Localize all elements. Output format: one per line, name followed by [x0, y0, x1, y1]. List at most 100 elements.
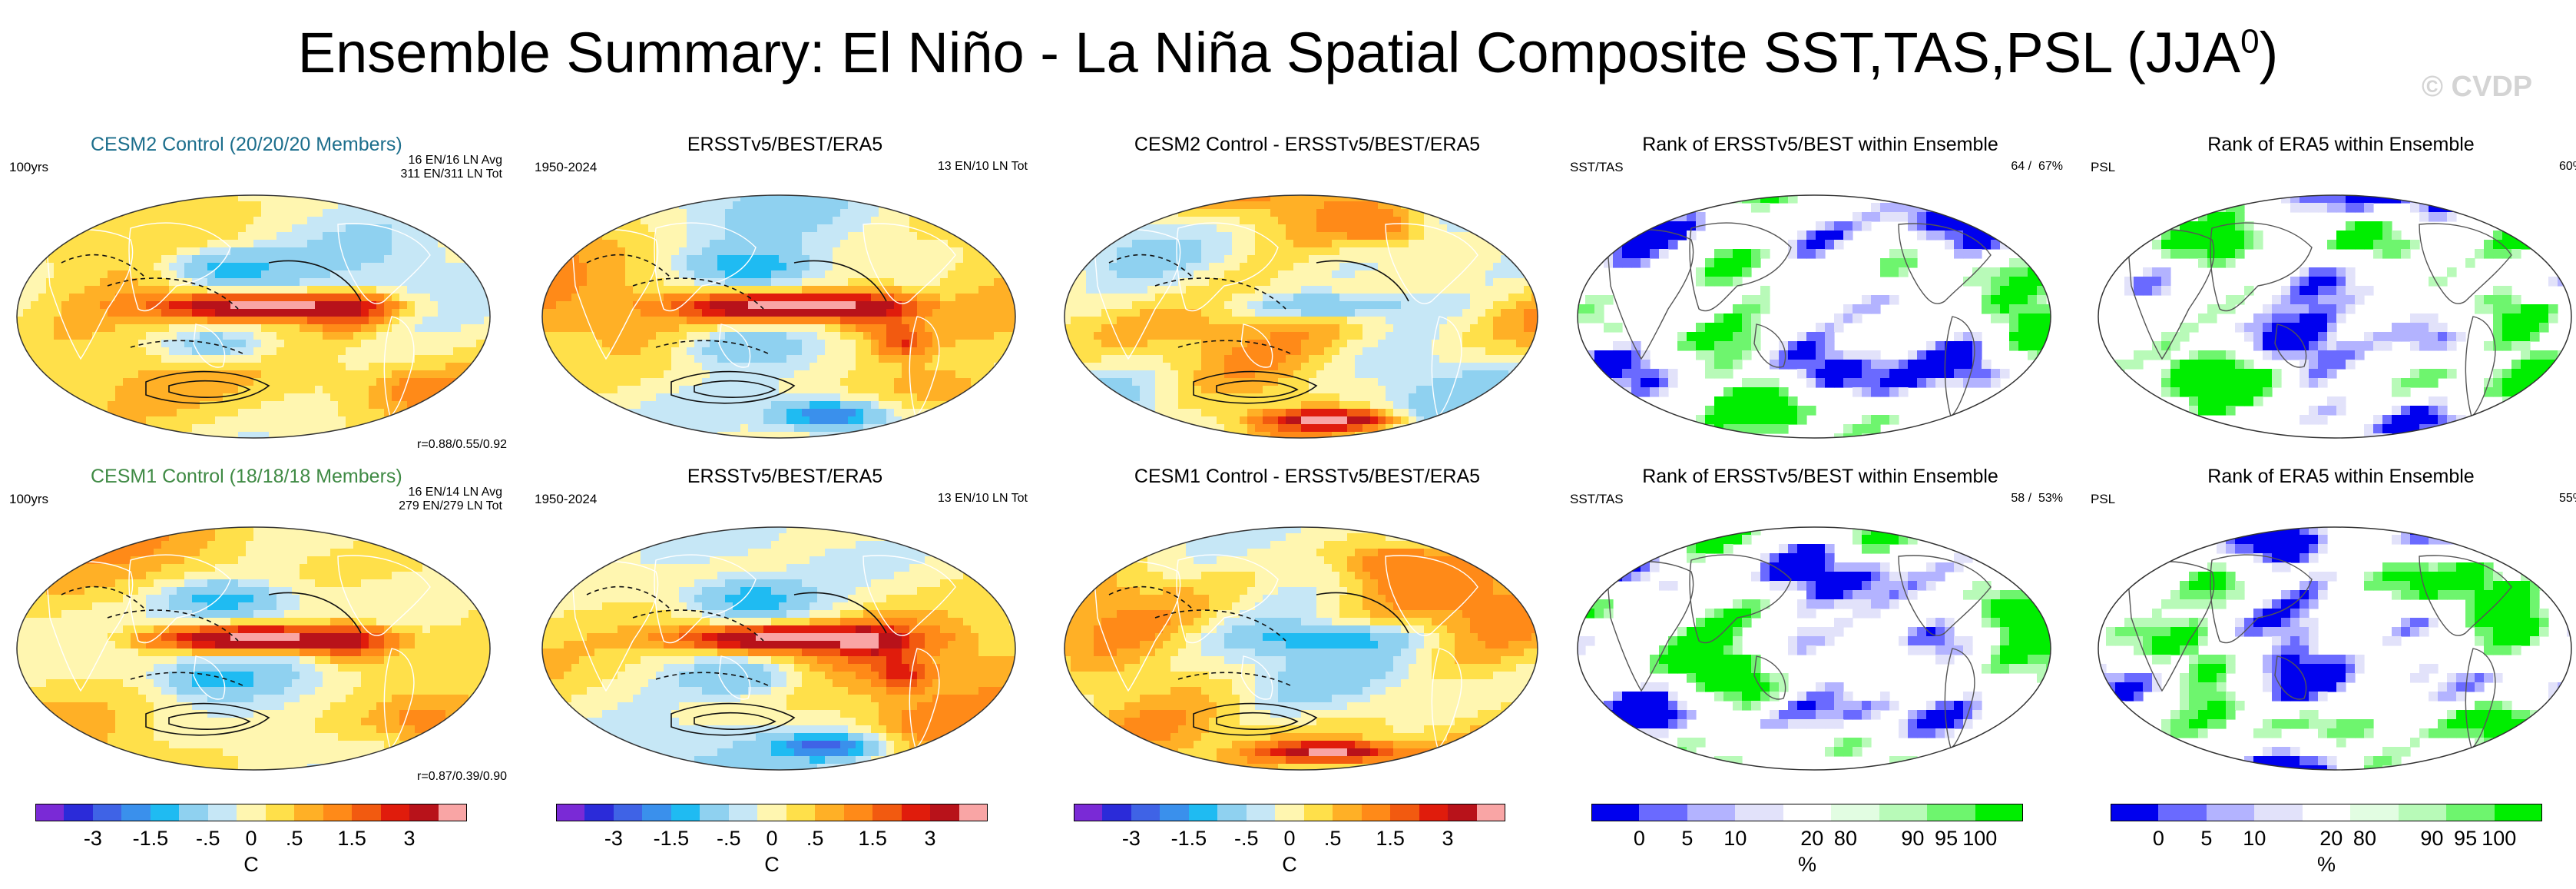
colorbar-tick-label: 20 [1800, 827, 1824, 850]
colorbar-swatch [179, 804, 209, 821]
psl-contour [107, 609, 239, 642]
colorbar-tick-label: -3 [1121, 827, 1141, 850]
panel-title: Rank of ERSSTv5/BEST within Ensemble [1642, 466, 1998, 487]
colorbar-tick-label: 5 [1681, 827, 1694, 850]
continent-outline [1994, 215, 2035, 241]
continent-outline [2515, 215, 2555, 241]
colorbar-tick-label: 90 [1901, 827, 1925, 850]
colorbar-frame [556, 804, 988, 821]
panel-title: CESM2 Control (20/20/20 Members) [91, 134, 402, 155]
psl-contour [1177, 340, 1294, 356]
colorbar-unit: % [1797, 853, 1817, 876]
colorbar-swatch [150, 804, 180, 821]
colorbar-swatch [409, 804, 439, 821]
continent-outline [2127, 229, 2215, 360]
continent-outline [1385, 223, 1478, 304]
colorbar-tick-label: 1.5 [858, 827, 887, 850]
rank-colorbar-sst: 0 5 10 20 80 90 95 100% [1591, 804, 2024, 881]
colorbar-swatch [1160, 804, 1190, 821]
colorbar-swatch [2302, 804, 2351, 821]
colorbar-swatch [2254, 804, 2303, 821]
colorbar-swatch [1390, 804, 1420, 821]
colorbar-swatch [1188, 804, 1218, 821]
continent-outline [1944, 648, 1975, 750]
continent-outline [433, 215, 474, 241]
continent-outline [193, 655, 226, 700]
colorbar-tick-label: 80 [2353, 827, 2376, 850]
continent-outline [718, 655, 751, 700]
continent-outline [959, 215, 999, 241]
panel-title: CESM1 Control - ERSSTv5/BEST/ERA5 [1134, 466, 1481, 487]
psl-contour [1193, 370, 1318, 404]
colorbar-tick-label: 0 [1283, 827, 1296, 850]
psl-contour [1316, 260, 1409, 302]
map-border [1577, 526, 2051, 771]
psl-contour [586, 254, 672, 279]
map-border [2098, 194, 2572, 439]
panel-left-note: SST/TAS [1570, 160, 1624, 174]
continent-outline [1898, 223, 1992, 304]
panel-left-note: 100yrs [9, 160, 49, 174]
colorbar-unit: C [1282, 853, 1297, 876]
colorbar-tick-label: .5 [806, 827, 824, 850]
colorbar-swatch [930, 804, 960, 821]
continent-outline [1093, 229, 1181, 360]
continent-outline [337, 223, 431, 304]
colorbar-swatch [237, 804, 267, 821]
continent-outline [2127, 561, 2215, 692]
continent-outline [1385, 555, 1478, 636]
colorbar-swatch [1975, 804, 2024, 821]
continent-outline [1093, 561, 1181, 692]
pattern-correlation: r=0.87/0.39/0.90 [417, 770, 507, 783]
panel-title: CESM2 Control - ERSSTv5/BEST/ERA5 [1134, 134, 1481, 155]
psl-contour [268, 592, 362, 634]
colorbar-swatch [757, 804, 787, 821]
psl-contour [694, 380, 776, 398]
colorbar-tick-label: .5 [285, 827, 303, 850]
colorbar-swatch [584, 804, 614, 821]
continent-outline [2465, 648, 2496, 750]
continent-outline [2274, 655, 2307, 700]
rank-map [1577, 194, 2051, 439]
model-composite-panel: CESM1 Control (18/18/18 Members) 100yrs 16… [6, 464, 513, 787]
colorbar-tick-label: 3 [924, 827, 936, 850]
continent-outline [433, 547, 474, 573]
psl-contour [670, 370, 796, 404]
rank-map [1577, 526, 2051, 771]
psl-contour [1108, 585, 1194, 611]
colorbar-swatch [92, 804, 122, 821]
colorbar-tick-label: 10 [1723, 827, 1747, 850]
composite-count-note: 16 EN/14 LN Avg 279 EN/279 LN Tot [399, 486, 502, 513]
colorbar-tick-label: 1.5 [337, 827, 366, 850]
colorbar-tick-label: 20 [2319, 827, 2343, 850]
colorbar-swatch [438, 804, 468, 821]
colorbar-swatch [207, 804, 237, 821]
continent-outline [1481, 547, 1521, 573]
colorbar-swatch [2494, 804, 2543, 821]
continent-outline [2274, 323, 2307, 368]
psl-contour [586, 585, 672, 611]
colorbar-tick-label: 3 [1442, 827, 1454, 850]
panel-right-note: 64 / 67% [2011, 160, 2063, 173]
continent-outline [1994, 547, 2035, 573]
continent-outline [1240, 655, 1273, 700]
colorbar-tick-label: .5 [1323, 827, 1342, 850]
continent-outline [2419, 223, 2512, 304]
continent-outline [2465, 316, 2496, 418]
colorbar-frame [2111, 804, 2542, 821]
colorbar-swatch [815, 804, 845, 821]
colorbar-tick-label: -.5 [717, 827, 741, 850]
continent-outline [1240, 323, 1273, 368]
continent-outline [654, 554, 757, 644]
colorbar-unit: % [2316, 853, 2336, 876]
colorbar-swatch [1246, 804, 1276, 821]
panel-title: ERSSTv5/BEST/ERA5 [687, 134, 883, 155]
panel-right-note: 58 / 53% [2011, 492, 2063, 505]
continent-outline [1481, 215, 1521, 241]
colorbar-swatch [64, 804, 94, 821]
colorbar-swatch [1927, 804, 1976, 821]
colorbar-swatch [1074, 804, 1103, 821]
colorbar-swatch [700, 804, 730, 821]
map-border [2098, 526, 2572, 771]
colorbar-swatch [2158, 804, 2207, 821]
